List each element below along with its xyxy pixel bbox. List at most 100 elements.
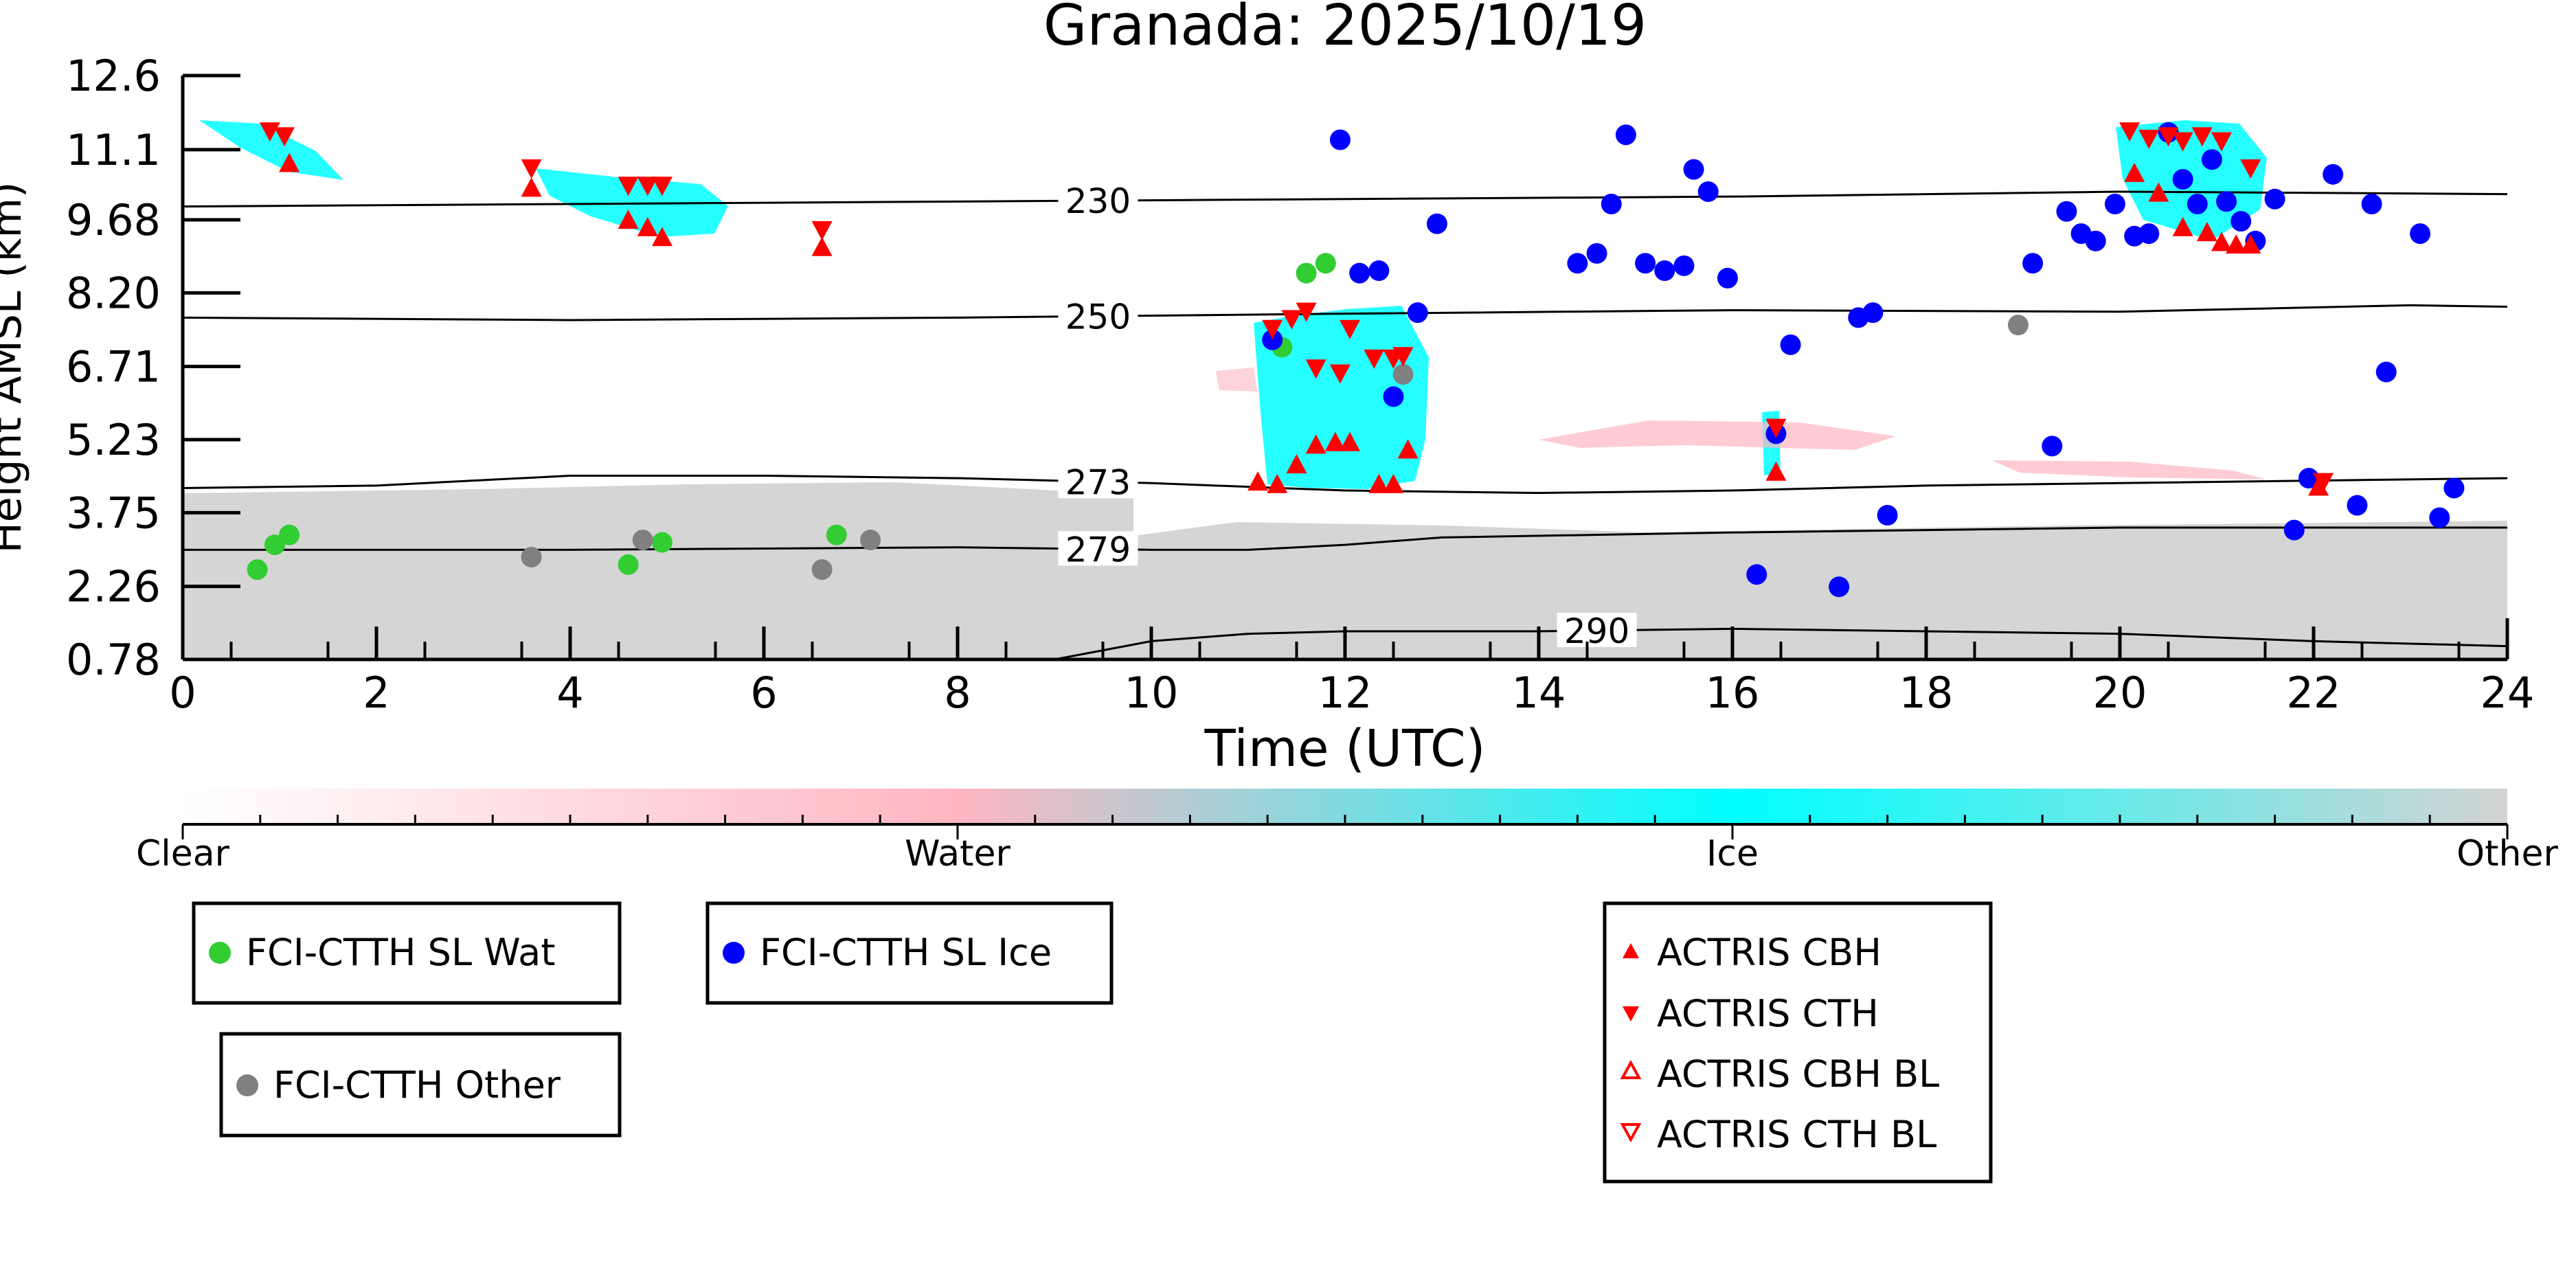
actris-cth-point-10 [1305,359,1326,379]
actris-cbh-point-19 [2196,222,2217,242]
actris-cbh-point-15 [1765,461,1787,481]
actris-cth-point-15 [1392,347,1414,367]
fci-ctth-sl-ice-point-14 [1683,159,1704,180]
legend-other-label: FCI-CTTH Other [273,1063,561,1107]
actris-cbh-point-13 [1383,473,1404,493]
legend-ice-box [705,901,1114,1005]
fci-ctth-other-point-0 [521,547,542,568]
fci-ctth-other-point-5 [2007,315,2029,336]
x-tick-label-5: 10 [1125,668,1179,718]
fci-ctth-sl-ice-point-39 [2264,188,2285,210]
x-tick-label-3: 6 [750,668,777,718]
isotherm-label-273: 273 [1065,462,1131,502]
legend-wat-marker [209,942,231,964]
isotherm-label-bg-250 [1058,298,1138,333]
fci-ctth-sl-wat-point-0 [247,559,268,580]
actris-cth-point-11 [1329,364,1351,384]
legend-actris: ACTRIS CBH ACTRIS CTH ACTRIS CBH BL ACTR… [1603,901,1993,1184]
actris-cth-point-6 [811,221,833,240]
actris-cth-point-13 [1364,349,1385,369]
isotherm-273 [183,474,2507,495]
fci-ctth-sl-ice-point-47 [2429,507,2450,528]
x-tick-label-9: 18 [1899,668,1954,718]
fci-ctth-sl-ice-point-3 [1368,260,1390,282]
fci-ctth-sl-wat-point-7 [1296,262,1317,284]
y-tick-label-8: 12.6 [66,51,161,101]
x-tick-label-11: 22 [2287,668,2341,718]
other-class-region-left [183,482,1133,659]
colorbar-label-ice: Ice [1706,833,1759,874]
legend-other-box [219,1032,622,1138]
fci-ctth-sl-ice-point-37 [2230,211,2252,232]
fci-ctth-sl-ice-point-22 [1862,302,1884,324]
fci-ctth-sl-ice-point-33 [2172,169,2193,190]
actris-cth-point-3 [618,177,639,196]
actris-cth-point-7 [1262,319,1283,339]
legend-other: FCI-CTTH Other [219,1032,622,1138]
fci-ctth-sl-ice-point-36 [2216,191,2237,212]
actris-cbh-point-7 [1267,473,1288,493]
actris-cth-point-24 [2313,473,2334,493]
fci-ctth-sl-ice-point-23 [1877,505,1898,526]
fci-ctth-sl-ice-point-40 [2283,519,2305,541]
x-tick-label-0: 0 [169,668,196,718]
actris-cth-point-0 [259,122,280,142]
actris-cbh-point-17 [2148,182,2169,202]
fci-ctth-other-point-4 [1392,364,1414,385]
isotherm-label-290: 290 [1564,611,1629,651]
other-class-region-right [1133,521,2507,659]
x-tick-label-12: 24 [2481,668,2535,718]
actris-cth-point-16 [1765,418,1787,438]
fci-ctth-sl-wat-point-4 [651,532,673,553]
actris-cbh-point-11 [1340,431,1361,451]
legend-cth-marker [1623,1006,1639,1021]
isotherm-label-bg-290 [1557,612,1637,647]
fci-ctth-sl-ice-point-2 [1349,262,1370,284]
actris-cbh-point-12 [1368,473,1390,493]
actris-cth-point-8 [1281,310,1302,330]
fci-ctth-sl-ice-point-9 [1601,193,1622,214]
fci-ctth-sl-ice-point-0 [1262,329,1283,350]
legend-actris-box [1603,901,1993,1184]
isotherm-label-bg-230 [1058,183,1138,218]
isotherm-label-bg-279 [1058,531,1138,566]
legend-ice: FCI-CTTH SL Ice [705,901,1114,1005]
actris-cth-point-5 [651,177,673,196]
legend-wat-label: FCI-CTTH SL Wat [246,931,555,974]
isotherm-label-250: 250 [1065,297,1131,337]
fci-ctth-sl-ice-point-35 [2201,149,2222,170]
fci-ctth-sl-ice-point-29 [2104,193,2125,214]
fci-ctth-sl-ice-point-20 [1829,576,1850,598]
legend-other-marker [236,1074,258,1096]
fci-ctth-sl-ice-point-42 [2323,163,2344,185]
data-markers [247,122,2465,598]
isotherm-279 [183,526,2507,551]
fci-ctth-sl-ice-point-28 [2085,230,2106,251]
fci-ctth-sl-ice-point-31 [2138,223,2160,245]
fci-ctth-sl-ice-point-5 [1407,302,1428,324]
actris-cth-point-1 [274,127,295,147]
colorbar-label-other: Other [2456,833,2558,874]
x-tick-label-7: 14 [1512,668,1566,718]
y-tick-label-6: 9.68 [66,195,161,245]
fci-ctth-sl-wat-point-1 [264,534,285,556]
actris-cbh-point-20 [2211,231,2233,251]
legend-wat: FCI-CTTH SL Wat [192,901,622,1005]
actris-cbh-point-0 [279,152,300,172]
colorbar-label-water: Water [905,833,1010,874]
actris-cbh-point-8 [1286,454,1307,474]
fci-ctth-other-point-1 [632,529,653,550]
actris-cbh-point-16 [2124,162,2145,182]
isotherm-230 [183,190,2507,208]
fci-ctth-sl-ice-point-34 [2187,193,2208,214]
fci-ctth-sl-ice-point-4 [1383,386,1404,407]
fci-ctth-sl-ice-point-25 [2042,436,2063,457]
actris-cbh-point-10 [1324,431,1346,451]
actris-cbh-point-9 [1305,434,1326,454]
y-axis-ticks: 0.78 2.26 3.75 5.23 6.71 8.20 9.68 11.1 12.6 [66,51,240,685]
fci-ctth-sl-ice-point-43 [2347,495,2368,516]
fci-ctth-sl-ice-point-45 [2375,361,2397,383]
chart-title: Granada: 2025/10/19 [1043,0,1647,58]
actris-cth-point-18 [2138,129,2160,149]
